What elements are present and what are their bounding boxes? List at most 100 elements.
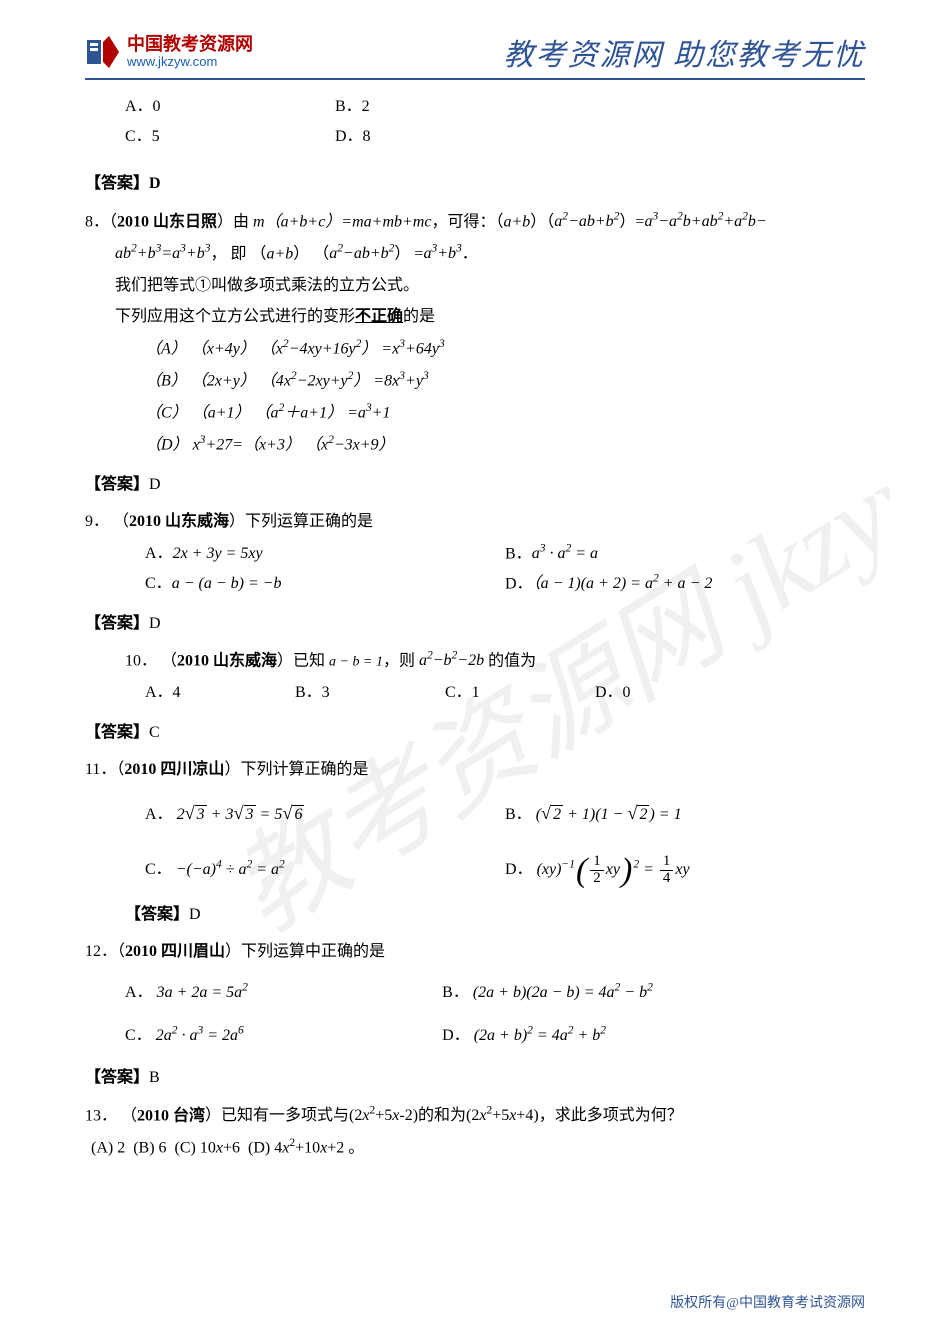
- q8-l2h: ．: [462, 245, 478, 262]
- q9-optA: A．2x + 3y = 5xy: [145, 539, 505, 569]
- q12B-math: (2a + b)(2a − b) = 4a2 − b2: [473, 984, 653, 1001]
- q8-optA: （A） （x+4y） （x2−4xy+16y2） =x3+64y3: [85, 334, 865, 364]
- q12-optA: A． 3a + 2a = 5a2: [125, 975, 442, 1010]
- q9-answer-val: D: [149, 615, 161, 632]
- q12-answer: 【答案】B: [85, 1063, 865, 1093]
- q8-line1: 8．（2010 山东日照）由 m（a+b+c）=ma+mb+mc，可得：（a+b…: [85, 207, 865, 237]
- q12C-math: 2a2 · a3 = 2a6: [156, 1027, 244, 1044]
- q13-src: 2010 台湾: [137, 1107, 205, 1124]
- q9-answer: 【答案】D: [85, 609, 865, 639]
- q9D-math: （a − 1)(a + 2) = a2 + a − 2: [533, 575, 713, 592]
- q11-optB: B． (√2 + 1)(1 − √2) = 1: [505, 793, 865, 833]
- q9-optB: B．a3 · a2 = a: [505, 539, 865, 569]
- q12-prefix: 12．（: [85, 943, 125, 960]
- q8-src: 2010 山东日照: [117, 213, 217, 230]
- q9-row2: C．a − (a − b) = −b D．（a − 1)(a + 2) = a2…: [85, 569, 865, 599]
- q12A-pre: A．: [125, 984, 153, 1001]
- q8-f2: a+b: [503, 213, 530, 230]
- logo-block: 中国教考资源网 www.jkzyw.com: [85, 34, 253, 70]
- q8-optD: （D） x3+27=（x+3） （x2−3x+9）: [85, 430, 865, 460]
- q8-l4-pre: 下列应用这个立方公式进行的变形: [115, 308, 355, 325]
- q12B-pre: B．: [442, 984, 469, 1001]
- answer-label: 【答案】: [85, 724, 149, 741]
- q8-optC: （C） （a+1） （a2＋a+1） =a3+1: [85, 398, 865, 428]
- page-footer: 版权所有@中国教育考试资源网: [670, 1292, 865, 1312]
- q8-f3: a2−ab+b2: [554, 213, 619, 230]
- logo-cn: 中国教考资源网: [127, 35, 253, 55]
- q7-opts-row1: A．0 B．2: [85, 92, 865, 122]
- q7-opt-c: C．5: [125, 122, 335, 152]
- q8-answer-val: D: [149, 476, 161, 493]
- logo-url: www.jkzyw.com: [127, 55, 253, 69]
- q12-row2: C． 2a2 · a3 = 2a6 D． (2a + b)2 = 4a2 + b…: [85, 1018, 865, 1053]
- q9-stem: 9． （2010 山东威海）下列运算正确的是: [85, 507, 865, 537]
- q8-l2a: ab2+b3=a3+b3: [115, 245, 210, 262]
- q9-post: ）下列运算正确的是: [229, 513, 373, 530]
- q9D-pre: D．: [505, 575, 533, 592]
- q12-optB: B． (2a + b)(2a − b) = 4a2 − b2: [442, 975, 865, 1010]
- answer-label: 【答案】: [85, 175, 149, 192]
- q9A-math: 2x + 3y = 5xy: [173, 545, 263, 562]
- q8-l2e: a2−ab+b2: [329, 245, 394, 262]
- q11-row2: C． −(−a)4 ÷ a2 = a2 D． (xy)−1(12xy)2 = 1…: [85, 851, 865, 889]
- q11C-math: −(−a)4 ÷ a2 = a2: [176, 861, 285, 878]
- q8-p1b: ，可得：（: [431, 213, 503, 230]
- q12-answer-val: B: [149, 1069, 160, 1086]
- q7-opt-b: B．2: [335, 92, 545, 122]
- q12A-math: 3a + 2a = 5a2: [157, 984, 248, 1001]
- q12-stem: 12．（2010 四川眉山）下列运算中正确的是: [85, 937, 865, 967]
- q11-prefix: 11．（: [85, 761, 124, 778]
- q12-optD: D． (2a + b)2 = 4a2 + b2: [442, 1018, 865, 1053]
- q12D-math: (2a + b)2 = 4a2 + b2: [474, 1027, 606, 1044]
- q11-answer-val: D: [189, 906, 201, 923]
- q8-line3: 我们把等式①叫做多项式乘法的立方公式。: [85, 271, 865, 301]
- q9B-math: a3 · a2 = a: [532, 545, 598, 562]
- q10-optB: B．3: [295, 678, 445, 708]
- q10-optD: D．0: [595, 678, 745, 708]
- q7-opt-a: A．0: [125, 92, 335, 122]
- q10-answer: 【答案】C: [85, 718, 865, 748]
- q7-opt-d: D．8: [335, 122, 545, 152]
- q11-optD: D． (xy)−1(12xy)2 = 14xy: [505, 851, 865, 889]
- q12-src: 2010 四川眉山: [125, 943, 225, 960]
- q10-stem: 10． （2010 山东威海）已知 a − b = 1，则 a2−b2−2b 的…: [85, 646, 865, 676]
- q8-l2c: a+b: [266, 245, 293, 262]
- q9-optD: D．（a − 1)(a + 2) = a2 + a − 2: [505, 569, 865, 599]
- q10-optA: A．4: [145, 678, 295, 708]
- q12-optC: C． 2a2 · a3 = 2a6: [125, 1018, 442, 1053]
- q8-p1c: ）（: [530, 213, 554, 230]
- q7-opts-row2: C．5 D．8: [85, 122, 865, 152]
- q8-l2g: a3+b3: [423, 245, 461, 262]
- q11B-pre: B．: [505, 806, 532, 823]
- q7-answer-val: D: [149, 175, 161, 192]
- q9-prefix: 9． （: [85, 513, 129, 530]
- q13-prefix: 13． （: [85, 1107, 137, 1124]
- q9-src: 2010 山东威海: [129, 513, 229, 530]
- q10-answer-val: C: [149, 724, 160, 741]
- q9-optC: C．a − (a − b) = −b: [145, 569, 505, 599]
- q12D-pre: D．: [442, 1027, 470, 1044]
- q11-post: ）下列计算正确的是: [224, 761, 368, 778]
- q11-stem: 11．（2010 四川凉山）下列计算正确的是: [85, 755, 865, 785]
- q10-src: 2010 山东威海: [177, 652, 277, 669]
- q8-l2f: ） =: [394, 245, 423, 262]
- q11A-math: 2√3 + 3√3 = 5√6: [177, 806, 305, 823]
- q10-mid: ）已知: [277, 652, 329, 669]
- q10-postb: 的值为: [484, 652, 536, 669]
- q9C-math: a − (a − b) = −b: [172, 575, 282, 592]
- q11C-pre: C．: [145, 861, 172, 878]
- q8-l2b: ， 即 （: [210, 245, 266, 262]
- answer-label: 【答案】: [85, 615, 149, 632]
- q13-opts: (A) 2 (B) 6 (C) 10x+6 (D) 4x2+10x+2 。: [85, 1133, 865, 1163]
- q10-opts: A．4 B．3 C．1 D．0: [85, 678, 865, 708]
- q8-line2: ab2+b3=a3+b3， 即 （a+b） （a2−ab+b2） =a3+b3．: [85, 239, 865, 269]
- q13-post: ）已知有一多项式与(2x2+5x-2)的和为(2x2+5x+4)，求此多项式为何…: [205, 1107, 683, 1124]
- q9C-pre: C．: [145, 575, 172, 592]
- q11-optC: C． −(−a)4 ÷ a2 = a2: [145, 851, 505, 889]
- q13-stem: 13． （2010 台湾）已知有一多项式与(2x2+5x-2)的和为(2x2+5…: [85, 1101, 865, 1131]
- q9-row1: A．2x + 3y = 5xy B．a3 · a2 = a: [85, 539, 865, 569]
- q12-post: ）下列运算中正确的是: [225, 943, 385, 960]
- answer-label: 【答案】: [125, 906, 189, 923]
- q8-optB: （B） （2x+y） （4x2−2xy+y2） =8x3+y3: [85, 366, 865, 396]
- q10-optC: C．1: [445, 678, 595, 708]
